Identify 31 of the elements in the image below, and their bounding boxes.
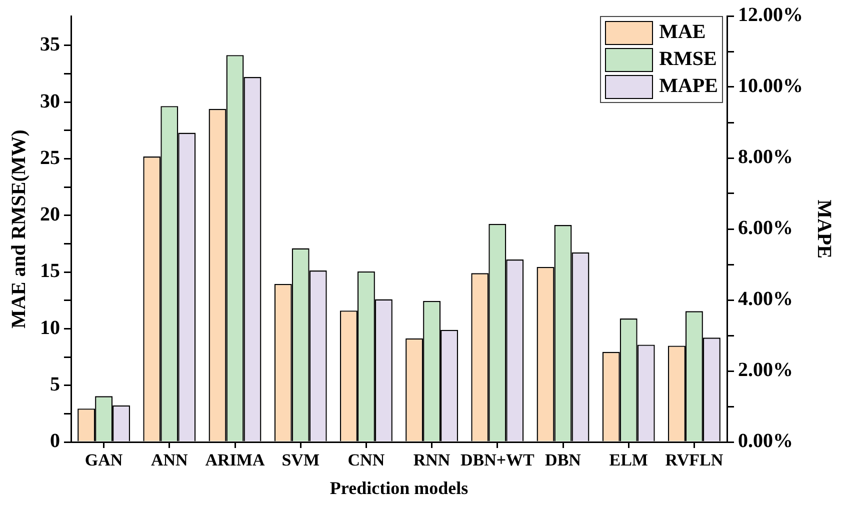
x-tick-label: ARIMA	[205, 450, 266, 470]
y2-tick-label: 10.00%	[738, 75, 803, 98]
x-axis-title: Prediction models	[330, 478, 468, 498]
legend-label: RMSE	[659, 48, 717, 71]
x-tick-label: ELM	[609, 450, 648, 470]
y-axis-title: MAE and RMSE(MW)	[8, 130, 30, 328]
x-tick-label: SVM	[282, 450, 320, 470]
legend-label: MAE	[659, 21, 706, 44]
y-tick-label: 20	[40, 204, 60, 226]
y-tick-label: 0	[50, 430, 60, 452]
y-tick-label: 30	[40, 90, 60, 112]
y2-tick-label: 0.00%	[738, 430, 793, 452]
y-tick-label: 25	[40, 146, 60, 169]
x-tick-label: GAN	[84, 450, 124, 470]
y-tick-label: 15	[40, 260, 60, 282]
y2-tick-label: 4.00%	[738, 288, 793, 310]
y2-axis-title: MAPE	[812, 200, 835, 258]
x-tick-label: RNN	[413, 450, 451, 470]
y2-tick-label: 12.00%	[738, 4, 803, 26]
x-tick-label: ANN	[150, 450, 189, 470]
y2-tick-label: 8.00%	[738, 146, 793, 168]
legend-label: MAPE	[659, 75, 718, 98]
y-tick-label: 35	[40, 34, 60, 56]
x-tick-label: RVFLN	[665, 450, 724, 470]
y2-tick-label: 2.00%	[738, 359, 793, 382]
x-tick-label: DBN+WT	[460, 450, 536, 470]
x-tick-label: CNN	[348, 450, 386, 470]
y-tick-label: 10	[40, 316, 60, 339]
y2-tick-label: 6.00%	[738, 217, 793, 240]
y-tick-label: 5	[50, 374, 60, 396]
x-tick-label: DBN	[545, 450, 582, 470]
